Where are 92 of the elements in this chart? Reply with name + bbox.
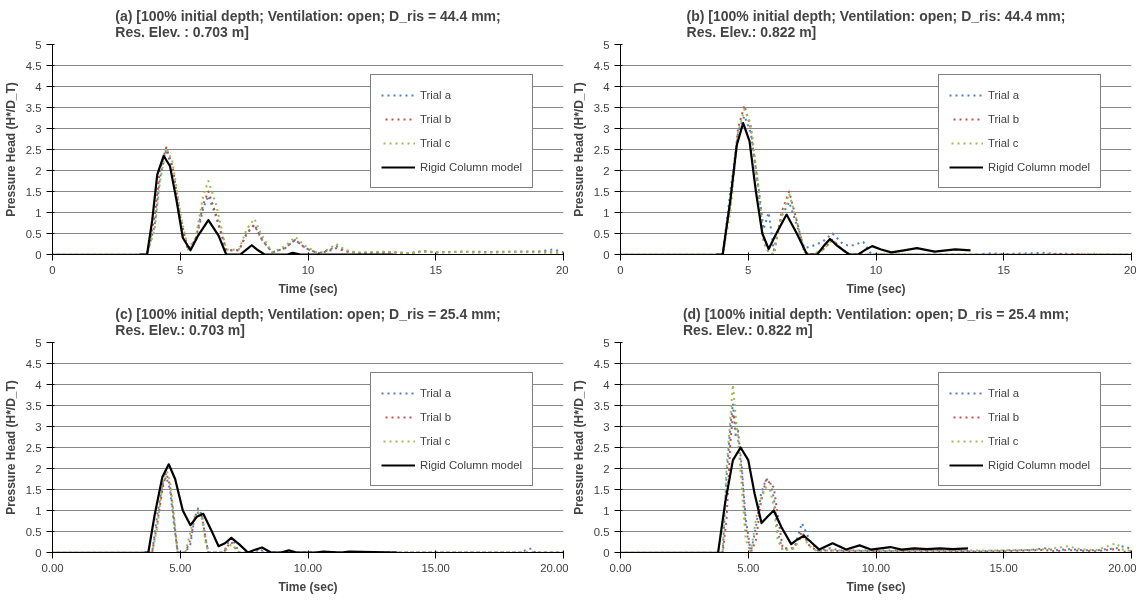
y-tick-label: 0 <box>35 248 42 261</box>
y-tick-label: 1.5 <box>25 483 42 496</box>
y-tick-label: 3 <box>35 420 42 433</box>
y-tick-label: 4.5 <box>593 357 610 370</box>
y-tick-label: 5 <box>603 336 610 349</box>
y-tick-label: 5 <box>35 336 42 349</box>
y-tick-label: 1 <box>35 504 42 517</box>
legend-label: Trial a <box>988 89 1020 101</box>
x-tick-label: 0 <box>617 263 624 276</box>
y-tick-label: 4 <box>35 378 42 391</box>
y-tick-label: 1.5 <box>25 185 42 198</box>
y-tick-label: 4 <box>603 80 610 93</box>
y-tick-label: 2 <box>603 462 610 475</box>
x-tick-label: 0.00 <box>41 561 64 574</box>
y-axis-title: Pressure Head (H*/D_T) <box>3 82 18 217</box>
chart-title: (b) [100% initial depth; Ventilation: open; D_ris: 44.4 mm; Res. Elev.: 0.822 m] <box>686 7 1066 40</box>
x-tick-label: 20 <box>555 263 569 276</box>
y-tick-label: 3 <box>603 122 610 135</box>
legend-label: Rigid Column model <box>420 161 522 173</box>
y-axis-title: Pressure Head (H*/D_T) <box>571 380 586 515</box>
y-tick-label: 1 <box>35 206 42 219</box>
legend-label: Trial c <box>420 137 451 149</box>
x-axis-title: Time (sec) <box>846 281 906 296</box>
y-tick-label: 0.5 <box>25 525 42 538</box>
y-tick-label: 4.5 <box>25 357 42 370</box>
y-tick-label: 0.5 <box>593 525 610 538</box>
legend-label: Trial b <box>420 113 452 125</box>
y-tick-label: 2.5 <box>593 441 610 454</box>
y-axis-title: Pressure Head (H*/D_T) <box>3 380 18 515</box>
legend-label: Trial a <box>988 387 1020 399</box>
x-tick-label: 15 <box>429 263 443 276</box>
y-tick-label: 2.5 <box>25 441 42 454</box>
y-tick-label: 2.5 <box>25 143 42 156</box>
y-tick-label: 3.5 <box>25 101 42 114</box>
y-tick-label: 4.5 <box>25 59 42 72</box>
legend-label: Trial b <box>988 411 1020 423</box>
y-tick-label: 0 <box>35 546 42 559</box>
x-tick-label: 5.00 <box>737 561 760 574</box>
x-axis-title: Time (sec) <box>278 281 338 296</box>
y-axis-title: Pressure Head (H*/D_T) <box>571 82 586 217</box>
x-tick-label: 10.00 <box>861 561 891 574</box>
y-tick-label: 4 <box>35 80 42 93</box>
x-tick-label: 0 <box>49 263 56 276</box>
chart-title: (a) [100% initial depth; Ventilation: open; D_ris = 44.4 mm; Res. Elev. : 0.703 m] <box>115 7 501 40</box>
y-tick-label: 4.5 <box>593 59 610 72</box>
y-tick-label: 5 <box>603 38 610 51</box>
x-axis-title: Time (sec) <box>278 579 338 594</box>
y-tick-label: 2 <box>35 462 42 475</box>
x-tick-label: 20.00 <box>1108 561 1137 574</box>
chart-title: (d) [100% initial depth: Ventilation: open; D_ris = 25.4 mm; Res. Elev.: 0.822 m] <box>682 305 1070 338</box>
legend-label: Rigid Column model <box>988 161 1090 173</box>
y-tick-label: 0.5 <box>593 227 610 240</box>
x-tick-label: 15.00 <box>989 561 1018 574</box>
x-axis-title: Time (sec) <box>846 579 906 594</box>
y-tick-label: 0.5 <box>25 227 42 240</box>
chart-title: (c) [100% initial depth; Ventilation: open; D_ris = 25.4 mm; Res. Elev.: 0.703 m] <box>115 305 501 338</box>
legend-label: Trial a <box>420 89 452 101</box>
legend-label: Trial c <box>988 435 1019 447</box>
y-tick-label: 3.5 <box>593 101 610 114</box>
x-tick-label: 10 <box>869 263 883 276</box>
x-tick-label: 10 <box>301 263 315 276</box>
y-tick-label: 1 <box>603 206 610 219</box>
x-tick-label: 20 <box>1123 263 1137 276</box>
x-tick-label: 15 <box>997 263 1011 276</box>
y-tick-label: 3 <box>35 122 42 135</box>
x-tick-label: 5.00 <box>169 561 192 574</box>
y-tick-label: 3.5 <box>25 399 42 412</box>
y-tick-label: 1 <box>603 504 610 517</box>
y-tick-label: 3.5 <box>593 399 610 412</box>
legend-label: Rigid Column model <box>988 459 1090 471</box>
y-tick-label: 4 <box>603 378 610 391</box>
x-tick-label: 20.00 <box>540 561 569 574</box>
legend-label: Trial b <box>988 113 1020 125</box>
legend-label: Trial c <box>988 137 1019 149</box>
y-tick-label: 1.5 <box>593 185 610 198</box>
y-tick-label: 1.5 <box>593 483 610 496</box>
y-tick-label: 2.5 <box>593 143 610 156</box>
legend-label: Trial b <box>420 411 452 423</box>
x-tick-label: 5 <box>745 263 752 276</box>
y-tick-label: 2 <box>603 164 610 177</box>
y-tick-label: 0 <box>603 546 610 559</box>
y-tick-label: 3 <box>603 420 610 433</box>
y-tick-label: 0 <box>603 248 610 261</box>
x-tick-label: 0.00 <box>609 561 632 574</box>
x-tick-label: 10.00 <box>293 561 323 574</box>
legend-label: Rigid Column model <box>420 459 522 471</box>
y-tick-label: 2 <box>35 164 42 177</box>
legend-label: Trial c <box>420 435 451 447</box>
x-tick-label: 5 <box>177 263 184 276</box>
y-tick-label: 5 <box>35 38 42 51</box>
x-tick-label: 15.00 <box>421 561 450 574</box>
legend-label: Trial a <box>420 387 452 399</box>
